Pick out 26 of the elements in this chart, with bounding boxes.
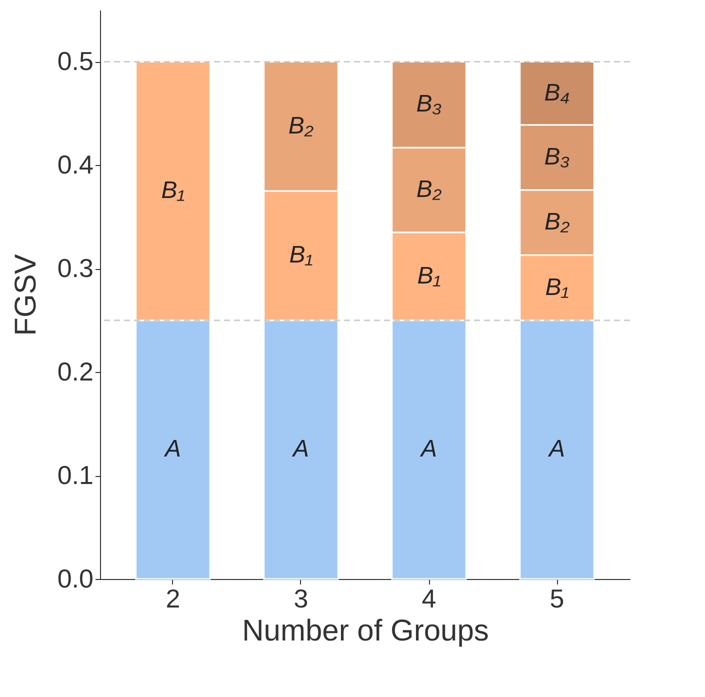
y-tick-label: 0.2 [57, 356, 94, 387]
series-label: B₂ [544, 208, 570, 236]
y-tick-label: 0.1 [57, 460, 94, 490]
series-label: B₃ [544, 143, 570, 170]
text: B₁ [161, 177, 185, 204]
text: A [292, 436, 309, 463]
text: A [549, 436, 566, 463]
text: B₂ [288, 112, 314, 140]
x-tick-label: 5 [550, 584, 564, 614]
y-tick-label: 0.3 [57, 253, 94, 284]
y-tick-label: 0.5 [57, 46, 94, 76]
text: B₁ [289, 242, 313, 269]
x-tick-label: 3 [294, 584, 308, 614]
x-tick-label: 4 [422, 584, 436, 614]
series-label: B₁ [545, 274, 569, 301]
series-label: B₄ [544, 79, 570, 106]
series-label: A [162, 436, 181, 463]
y-axis-title: FGSV [9, 254, 42, 336]
text: B₁ [417, 262, 441, 290]
x-tick-label: 2 [166, 584, 180, 614]
text: A [421, 436, 438, 463]
text: B₂ [416, 176, 442, 204]
text: B₃ [416, 90, 442, 118]
y-tick-label: 0.4 [57, 150, 94, 180]
x-axis-title: Number of Groups [242, 614, 489, 648]
y-tick-label: 0.0 [57, 564, 94, 594]
